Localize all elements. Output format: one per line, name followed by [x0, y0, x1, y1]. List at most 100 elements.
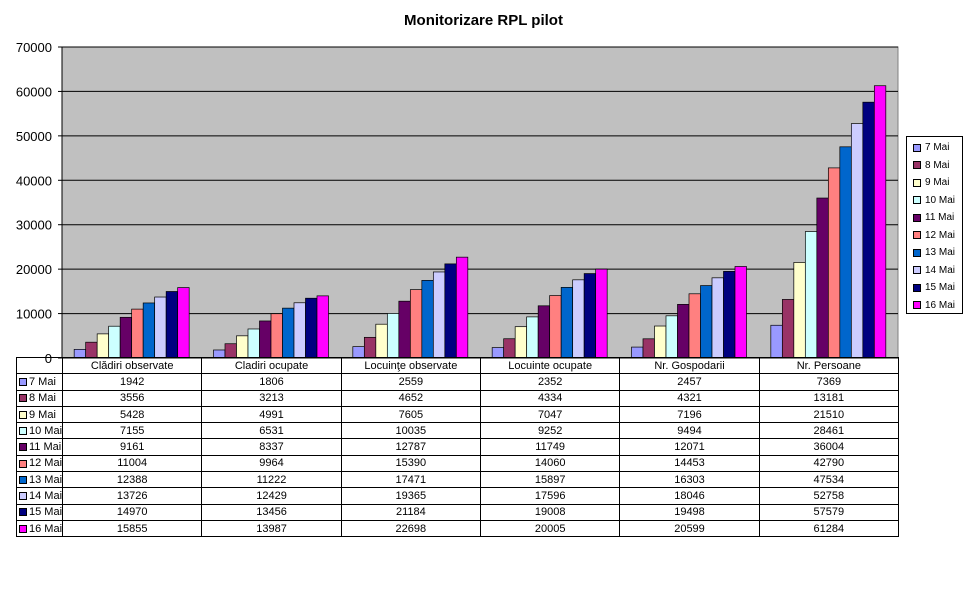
row-label: 8 Mai	[29, 392, 56, 405]
bar	[421, 280, 434, 359]
legend-swatch	[913, 213, 921, 222]
data-cell: 3213	[201, 389, 342, 407]
legend-swatch	[913, 196, 921, 204]
row-label: 12 Mai	[29, 457, 63, 470]
bar	[734, 266, 747, 359]
legend-label: 7 Mai	[925, 142, 950, 153]
data-cell: 52758	[758, 487, 900, 505]
legend-label: 14 Mai	[925, 264, 956, 276]
legend-item: 15 Mai	[913, 279, 955, 296]
data-cell: 1942	[62, 373, 203, 391]
data-cell: 7047	[480, 405, 621, 424]
bar	[142, 302, 156, 359]
table-row: 9 Mai 5428 4991 7605 7047 7196 21510	[15, 405, 900, 424]
data-cell: 11004	[62, 454, 203, 473]
category-label: Locuinţe observate	[340, 356, 482, 375]
bar	[770, 324, 783, 359]
bar	[560, 287, 574, 359]
table-row: 11 Mai 9161 8337 12787 11749 12071 36004	[15, 438, 900, 456]
bar	[572, 279, 585, 359]
bar	[270, 313, 283, 359]
row-header: 10 Mai	[15, 422, 64, 440]
bar	[862, 101, 875, 359]
legend-item: 16 Mai	[913, 297, 955, 314]
y-tick-label: 40000	[16, 173, 52, 188]
bar	[282, 307, 295, 359]
legend-label: 8 Mai	[925, 159, 950, 171]
bar	[665, 315, 678, 359]
data-cell: 19498	[619, 503, 760, 521]
row-label: 16 Mai	[29, 522, 63, 535]
data-cell: 20599	[619, 519, 760, 538]
row-header: 8 Mai	[15, 389, 64, 407]
data-cell: 4321	[619, 389, 760, 407]
table-row: 13 Mai 12388 11222 17471 15897 16303 47534	[15, 471, 900, 489]
category-label: Nr. Gospodarii	[619, 356, 760, 375]
data-table: Clădiri observate Cladiri ocupate Locuinţe…	[15, 356, 900, 538]
table-row: 15 Mai 14970 13456 21184 19008 19498 57579	[15, 503, 900, 521]
data-cell: 13456	[201, 503, 342, 521]
data-cell: 15855	[62, 519, 203, 538]
bar	[781, 299, 795, 359]
bar	[409, 289, 423, 359]
legend-swatch	[913, 178, 921, 187]
bar	[514, 326, 528, 359]
y-tick-label: 30000	[16, 218, 52, 233]
bar	[537, 305, 551, 359]
data-cell: 12429	[201, 487, 342, 505]
gridlines	[62, 46, 898, 315]
row-swatch	[19, 524, 27, 533]
bar	[386, 313, 400, 359]
table-row: 12 Mai 11004 9964 15390 14060 14453 42790	[15, 454, 900, 473]
data-cell: 19365	[340, 487, 482, 505]
bar	[503, 338, 516, 359]
row-swatch	[19, 410, 27, 419]
bar	[827, 167, 841, 359]
bar	[723, 271, 736, 359]
legend-item: 8 Mai	[913, 157, 949, 174]
bar	[583, 273, 597, 359]
legend-item: 13 Mai	[913, 244, 955, 261]
legend-swatch	[913, 248, 921, 257]
data-cell: 18046	[619, 487, 760, 505]
table-corner-cell	[15, 356, 64, 375]
data-cell: 3556	[62, 389, 203, 407]
legend-label: 15 Mai	[925, 282, 956, 293]
data-cell: 15897	[480, 471, 621, 489]
bar	[642, 338, 655, 359]
bar	[259, 320, 272, 359]
bar	[398, 300, 411, 359]
table-body: 7 Mai 1942 1806 2559 2352 2457 7369 8 Mai 3556 32…	[15, 373, 900, 538]
data-cell: 19008	[480, 503, 621, 521]
bar	[131, 308, 144, 359]
bar	[363, 336, 377, 359]
legend-swatch	[913, 161, 921, 169]
data-cell: 7605	[340, 405, 482, 424]
bar	[688, 293, 701, 359]
data-cell: 2457	[619, 373, 760, 391]
data-cell: 22698	[340, 519, 482, 538]
plot-area	[61, 46, 899, 359]
row-swatch	[19, 459, 27, 468]
data-cell: 20005	[480, 519, 621, 538]
data-cell: 1806	[201, 373, 342, 391]
data-cell: 14970	[62, 503, 203, 521]
data-cell: 17596	[480, 487, 621, 505]
legend-label: 9 Mai	[925, 177, 950, 188]
bar	[654, 325, 667, 359]
bar	[804, 231, 818, 359]
row-header: 14 Mai	[15, 487, 64, 505]
data-cell: 9161	[62, 438, 203, 456]
legend-item: 9 Mai	[913, 174, 949, 191]
table-row: 8 Mai 3556 3213 4652 4334 4321 13181	[15, 389, 900, 407]
row-header: 7 Mai	[15, 373, 64, 391]
table-row: 7 Mai 1942 1806 2559 2352 2457 7369	[15, 373, 900, 391]
bar	[305, 297, 318, 359]
data-cell: 12787	[340, 438, 482, 456]
row-swatch	[19, 443, 27, 452]
category-label: Cladiri ocupate	[201, 356, 342, 375]
bar	[375, 323, 388, 359]
table-row: 14 Mai 13726 12429 19365 17596 18046 52758	[15, 487, 900, 505]
row-swatch	[19, 426, 27, 435]
